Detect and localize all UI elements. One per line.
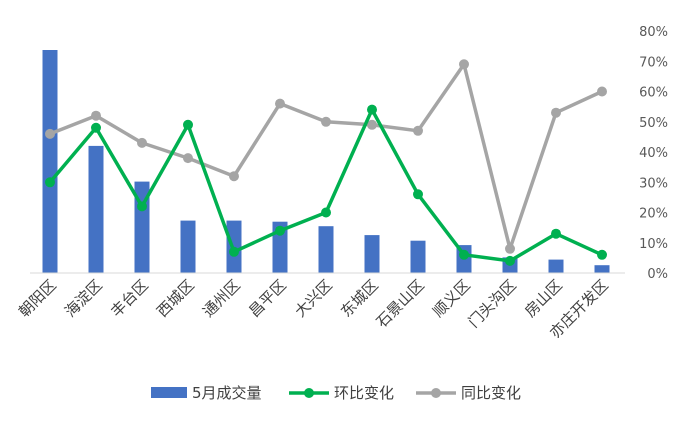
point-mom-11 [505, 255, 515, 266]
x-tick-label: 东城区 [337, 276, 382, 321]
y2-tick-label: 80% [639, 25, 668, 40]
point-yoy-4 [183, 153, 193, 164]
point-mom-10 [459, 249, 469, 260]
point-yoy-5 [229, 171, 239, 182]
y2-tick-label: 70% [639, 55, 668, 70]
x-tick-label: 朝阳区 [15, 276, 60, 321]
x-tick-label: 房山区 [521, 276, 566, 321]
y2-tick-label: 10% [639, 237, 668, 252]
point-yoy-12 [551, 107, 561, 118]
legend: 5月成交量 环比变化 同比变化 [151, 384, 521, 402]
legend-label-yoy: 同比变化 [461, 384, 521, 402]
point-mom-9 [413, 189, 423, 200]
legend-label-mom: 环比变化 [334, 384, 394, 402]
x-tick-label: 大兴区 [291, 276, 336, 321]
x-tick-label: 通州区 [199, 276, 244, 321]
legend-label-volume: 5月成交量 [192, 384, 262, 402]
point-yoy-3 [137, 137, 147, 148]
y2-tick-label: 40% [639, 146, 668, 161]
bar-series [42, 50, 610, 273]
point-yoy-1 [45, 128, 55, 139]
point-yoy-2 [91, 110, 101, 121]
point-mom-6 [275, 225, 285, 236]
point-mom-2 [91, 122, 101, 133]
x-tick-label: 门头沟区 [465, 276, 520, 331]
x-tick-label: 海淀区 [61, 276, 106, 321]
point-yoy-7 [321, 116, 331, 127]
bar-13 [594, 265, 610, 273]
x-tick-label: 丰台区 [107, 276, 152, 321]
point-mom-1 [45, 177, 55, 188]
bar-9 [410, 240, 426, 273]
line-series [45, 59, 607, 266]
y2-tick-label: 0% [647, 267, 668, 282]
bar-2 [88, 145, 104, 273]
point-yoy-13 [597, 86, 607, 97]
point-yoy-10 [459, 59, 469, 70]
point-mom-13 [597, 249, 607, 260]
point-yoy-9 [413, 125, 423, 136]
y2-tick-label: 60% [639, 86, 668, 101]
y2-axis-ticks: 0% 10% 20% 30% 40% 50% 60% 70% 80% [639, 25, 668, 282]
legend-marker-yoy [431, 388, 441, 398]
legend-marker-mom [304, 388, 314, 398]
point-mom-8 [367, 104, 377, 115]
bar-7 [318, 226, 334, 273]
y2-tick-label: 20% [639, 207, 668, 222]
y2-tick-label: 30% [639, 176, 668, 191]
x-tick-label: 西城区 [153, 276, 198, 321]
bar-4 [180, 220, 196, 273]
x-tick-label: 顺义区 [429, 276, 474, 321]
bar-1 [42, 50, 58, 273]
x-tick-label: 石景山区 [373, 276, 428, 331]
point-mom-4 [183, 119, 193, 130]
bar-12 [548, 259, 564, 273]
point-yoy-8 [367, 119, 377, 130]
legend-swatch-volume [151, 387, 187, 398]
point-mom-7 [321, 207, 331, 218]
point-yoy-11 [505, 243, 515, 254]
point-mom-3 [137, 201, 147, 212]
y2-tick-label: 50% [639, 116, 668, 131]
bar-8 [364, 235, 380, 273]
line-yoy [49, 62, 603, 251]
x-tick-label: 昌平区 [245, 276, 290, 321]
bar-6 [272, 221, 288, 273]
point-mom-5 [229, 246, 239, 257]
point-yoy-6 [275, 98, 285, 109]
point-mom-12 [551, 228, 561, 239]
